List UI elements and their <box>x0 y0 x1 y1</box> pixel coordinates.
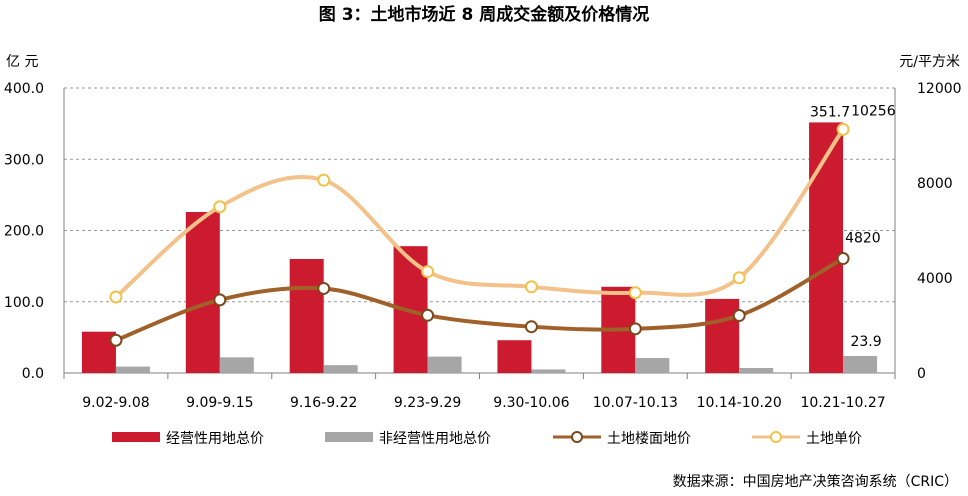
bar-commercial <box>289 259 324 373</box>
point-unit-price <box>836 122 850 136</box>
right-tick-label: 0 <box>917 366 926 382</box>
left-axis-unit: 亿 元 <box>6 54 38 70</box>
data-label: 351.7 <box>810 104 850 120</box>
bar-noncommercial <box>115 366 150 373</box>
x-tick-label: 10.14-10.20 <box>697 395 782 411</box>
point-floor-price <box>628 322 642 336</box>
legend-label: 土地单价 <box>806 431 862 447</box>
legend-swatch <box>112 432 160 442</box>
legend-label: 土地楼面地价 <box>607 431 691 447</box>
bar-noncommercial <box>635 358 670 373</box>
legend-marker <box>770 431 782 443</box>
legend-label: 非经营性用地总价 <box>379 431 491 447</box>
data-label: 10256 <box>851 103 896 119</box>
point-unit-price <box>213 200 227 214</box>
left-tick-label: 200.0 <box>4 224 44 240</box>
point-floor-price <box>732 309 746 323</box>
data-label: 23.9 <box>850 334 881 350</box>
x-tick-label: 10.21-10.27 <box>800 395 885 411</box>
line-unit-price <box>113 127 846 299</box>
chart-title: 图 3：土地市场近 8 周成交金额及价格情况 <box>319 4 649 25</box>
point-unit-price <box>628 286 642 300</box>
bar-noncommercial <box>531 369 566 373</box>
bar-noncommercial <box>219 357 254 373</box>
point-floor-price <box>213 293 227 307</box>
x-tick-label: 9.09-9.15 <box>186 395 253 411</box>
right-tick-label: 12000 <box>917 81 962 97</box>
point-unit-price <box>524 280 538 294</box>
x-tick-label: 10.07-10.13 <box>593 395 678 411</box>
bar-commercial <box>497 340 532 373</box>
point-unit-price <box>732 271 746 285</box>
bar-noncommercial <box>427 356 462 373</box>
point-floor-price <box>524 320 538 334</box>
point-floor-price <box>317 281 331 295</box>
data-label: 4820 <box>845 231 881 247</box>
left-tick-label: 400.0 <box>4 81 44 97</box>
bar-commercial <box>809 122 844 373</box>
left-tick-label: 0.0 <box>22 366 44 382</box>
bar-noncommercial <box>843 355 878 373</box>
point-floor-price <box>836 252 850 266</box>
bar-commercial <box>705 298 740 373</box>
legend-marker <box>571 431 583 443</box>
right-axis-unit: 元/平方米 <box>899 54 960 70</box>
left-tick-label: 300.0 <box>4 152 44 168</box>
x-tick-label: 9.02-9.08 <box>82 395 149 411</box>
bar-commercial <box>185 211 220 373</box>
right-tick-label: 8000 <box>917 176 953 192</box>
left-tick-label: 100.0 <box>4 295 44 311</box>
legend-swatch <box>325 432 373 442</box>
legend-label: 经营性用地总价 <box>166 431 264 447</box>
source-note: 数据来源：中国房地产决策咨询系统（CRIC） <box>673 473 958 490</box>
line-floor-price <box>113 256 846 343</box>
bar-noncommercial <box>323 365 358 373</box>
x-tick-label: 9.16-9.22 <box>290 395 357 411</box>
bar-noncommercial <box>739 368 774 373</box>
x-tick-label: 9.30-10.06 <box>493 395 569 411</box>
right-tick-label: 4000 <box>917 271 953 287</box>
point-unit-price <box>421 265 435 279</box>
point-unit-price <box>109 290 123 304</box>
point-floor-price <box>109 333 123 347</box>
point-floor-price <box>421 308 435 322</box>
x-tick-label: 9.23-9.29 <box>394 395 461 411</box>
point-unit-price <box>317 173 331 187</box>
